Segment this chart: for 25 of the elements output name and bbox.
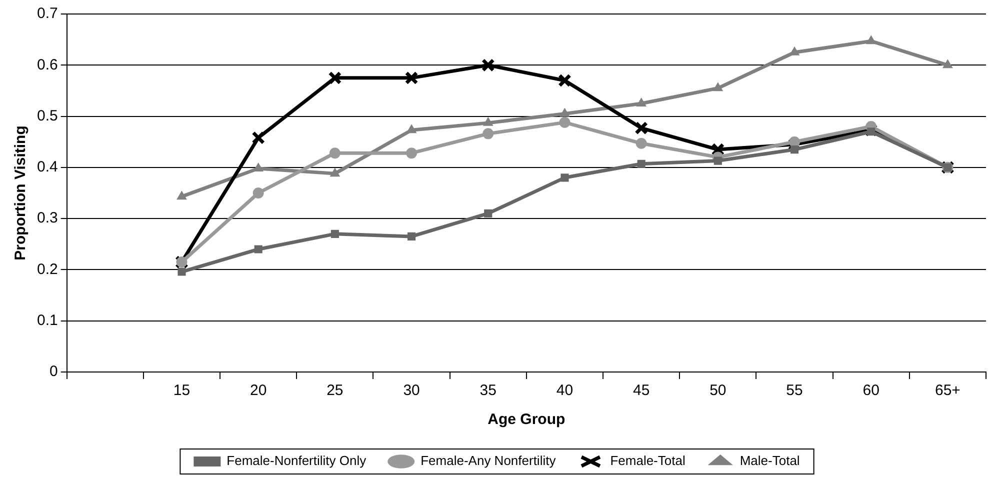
legend-label: Female-Any Nonfertility <box>420 453 556 468</box>
x-tick-label: 35 <box>480 382 496 400</box>
legend-label: Female-Nonfertility Only <box>226 453 367 468</box>
y-tick-label: 0.3 <box>36 210 58 227</box>
x-tick-label: 60 <box>862 382 880 400</box>
x-tick-label: 55 <box>786 382 803 400</box>
y-tick-label: 0.1 <box>36 312 58 329</box>
y-tick-label: 0.2 <box>36 260 58 278</box>
legend-label: Female-Total <box>610 453 686 468</box>
x-tick-label: 40 <box>556 382 574 400</box>
y-tick-label: 0.6 <box>36 56 58 74</box>
x-tick-label: 25 <box>326 382 344 400</box>
x-tick-label: 15 <box>173 382 190 400</box>
x-tick-label: 30 <box>403 382 420 400</box>
x-tick-label: 50 <box>710 382 726 400</box>
y-tick-label: 0.5 <box>36 107 58 124</box>
x-tick-label: 45 <box>632 382 650 400</box>
legend-label: Male-Total <box>740 453 800 468</box>
y-tick-label: 0.4 <box>36 158 58 176</box>
y-axis-title: Proportion Visiting <box>12 126 30 260</box>
x-tick-label: 20 <box>250 382 267 400</box>
y-tick-label: 0.7 <box>36 5 58 22</box>
y-tick-label: 0 <box>50 363 58 380</box>
x-tick-label: 65+ <box>934 382 961 400</box>
x-axis-title: Age Group <box>488 411 566 428</box>
